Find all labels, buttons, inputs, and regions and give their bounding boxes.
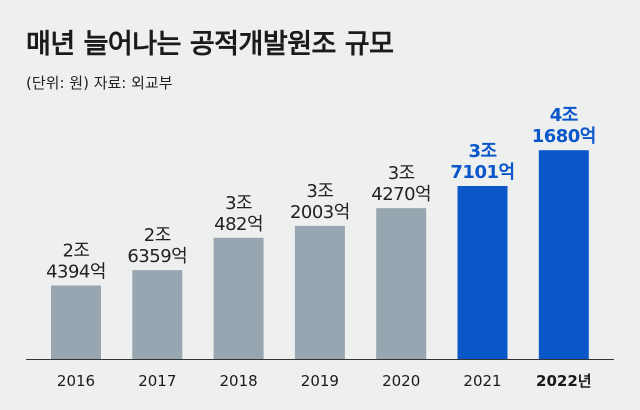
data-label: 3조 [306,181,333,202]
bar-2016 [51,285,101,359]
chart-subtitle: (단위: 원) 자료: 외교부 [26,74,173,92]
x-tick-label: 2019 [301,372,339,390]
data-label: 1680억 [532,126,596,147]
data-label: 2조 [62,241,89,262]
x-tick-label: 2022년 [536,372,592,390]
x-tick-label: 2017 [138,372,176,390]
data-label: 482억 [214,214,263,235]
chart-title: 매년 늘어나는 공적개발원조 규모 [26,29,394,60]
bar-2018 [213,237,264,359]
x-tick-label: 2016 [57,372,95,390]
bar-2017 [132,270,183,359]
data-label: 3조 [468,141,496,162]
data-label: 7101억 [450,162,514,183]
data-label: 3조 [388,163,415,184]
x-tick-label: 2018 [220,372,258,390]
data-label: 6359억 [127,246,187,267]
x-tick-label: 2020 [382,372,420,390]
data-label: 4394억 [46,262,106,283]
data-label: 4조 [550,105,578,126]
data-label: 2003억 [290,202,350,223]
data-label: 3조 [225,193,252,214]
bar-2019 [294,225,345,359]
bar-2022년 [538,150,589,359]
bar-2020 [376,208,427,359]
data-label: 2조 [144,225,171,246]
x-tick-label: 2021 [463,372,501,390]
bar-2021 [457,186,508,359]
data-label: 4270억 [371,184,431,205]
